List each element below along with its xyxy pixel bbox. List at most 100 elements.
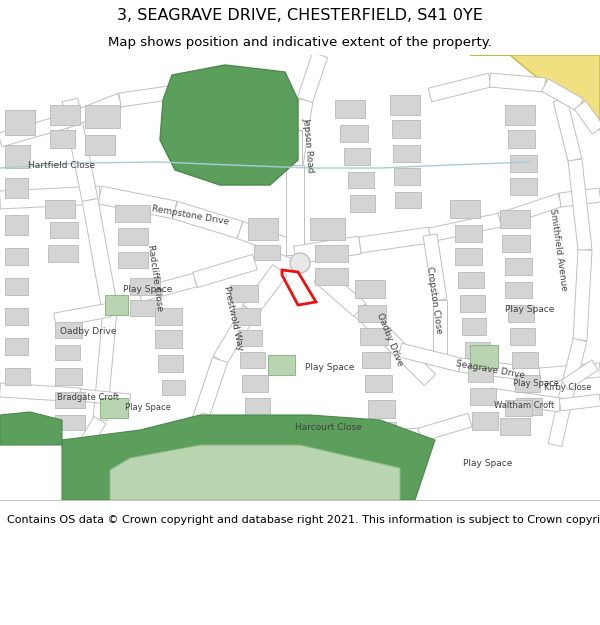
Polygon shape	[286, 165, 304, 255]
Polygon shape	[254, 245, 280, 260]
Polygon shape	[138, 273, 197, 302]
Polygon shape	[237, 221, 298, 259]
Polygon shape	[100, 398, 128, 418]
Polygon shape	[5, 248, 28, 265]
Text: Play Space: Play Space	[124, 286, 173, 294]
Polygon shape	[462, 318, 486, 335]
Text: Hartfield Close: Hartfield Close	[29, 161, 95, 169]
Polygon shape	[500, 418, 530, 435]
Polygon shape	[573, 249, 592, 341]
Polygon shape	[562, 360, 598, 390]
Polygon shape	[450, 200, 480, 218]
Text: Map shows position and indicative extent of the property.: Map shows position and indicative extent…	[108, 36, 492, 49]
Polygon shape	[548, 399, 572, 446]
Polygon shape	[79, 416, 106, 449]
Polygon shape	[368, 422, 396, 438]
Polygon shape	[505, 258, 532, 275]
Polygon shape	[558, 338, 587, 402]
Polygon shape	[85, 135, 115, 155]
Polygon shape	[110, 445, 400, 500]
Polygon shape	[398, 343, 461, 372]
Text: Play Space: Play Space	[513, 379, 559, 388]
Polygon shape	[5, 338, 28, 355]
Polygon shape	[287, 99, 313, 166]
Polygon shape	[55, 392, 85, 408]
Polygon shape	[310, 218, 345, 240]
Polygon shape	[187, 418, 208, 447]
Polygon shape	[505, 282, 532, 298]
Polygon shape	[470, 55, 600, 130]
Text: Jepson Road: Jepson Road	[301, 117, 315, 173]
Polygon shape	[193, 254, 257, 288]
Text: Play Space: Play Space	[463, 459, 512, 468]
Circle shape	[290, 253, 310, 273]
Polygon shape	[459, 358, 541, 382]
Polygon shape	[505, 105, 535, 125]
Polygon shape	[315, 245, 348, 262]
Text: Radcliffe Close: Radcliffe Close	[146, 244, 164, 312]
Text: Play Space: Play Space	[305, 364, 355, 372]
Polygon shape	[362, 352, 390, 368]
Polygon shape	[5, 308, 28, 325]
Polygon shape	[314, 268, 366, 317]
Polygon shape	[62, 98, 98, 202]
Polygon shape	[118, 228, 148, 245]
Text: Prestwold Way: Prestwold Way	[222, 285, 244, 351]
Polygon shape	[358, 305, 386, 322]
Polygon shape	[574, 101, 600, 134]
Polygon shape	[394, 168, 420, 185]
Text: Harcourt Close: Harcourt Close	[295, 424, 361, 432]
Polygon shape	[335, 100, 365, 118]
Polygon shape	[472, 412, 498, 430]
Text: Kirby Close: Kirby Close	[544, 384, 592, 392]
Polygon shape	[512, 352, 538, 368]
Polygon shape	[130, 300, 158, 316]
Polygon shape	[428, 73, 491, 102]
Polygon shape	[553, 98, 582, 162]
Polygon shape	[393, 145, 420, 162]
Polygon shape	[48, 245, 78, 262]
Polygon shape	[516, 398, 542, 415]
Polygon shape	[50, 222, 78, 238]
Polygon shape	[298, 52, 328, 102]
Polygon shape	[236, 94, 298, 136]
Polygon shape	[243, 264, 287, 316]
Polygon shape	[155, 308, 182, 325]
Polygon shape	[460, 295, 485, 312]
Polygon shape	[340, 125, 368, 142]
Polygon shape	[245, 398, 270, 415]
Polygon shape	[238, 330, 262, 346]
Polygon shape	[5, 215, 28, 235]
Polygon shape	[85, 105, 120, 128]
Text: Oadby Drive: Oadby Drive	[60, 328, 116, 336]
Polygon shape	[433, 300, 447, 355]
Polygon shape	[162, 380, 185, 395]
Polygon shape	[105, 295, 128, 315]
Polygon shape	[392, 120, 420, 138]
Polygon shape	[158, 355, 183, 372]
Polygon shape	[395, 192, 421, 208]
Polygon shape	[230, 285, 258, 302]
Polygon shape	[210, 65, 262, 100]
Polygon shape	[0, 383, 80, 402]
Text: Contains OS data © Crown copyright and database right 2021. This information is : Contains OS data © Crown copyright and d…	[7, 515, 600, 525]
Polygon shape	[45, 200, 75, 218]
Polygon shape	[542, 79, 583, 111]
Polygon shape	[455, 248, 482, 265]
Polygon shape	[510, 328, 535, 345]
Polygon shape	[55, 415, 85, 430]
Polygon shape	[498, 193, 562, 227]
Polygon shape	[490, 73, 545, 92]
Polygon shape	[5, 110, 35, 135]
Polygon shape	[5, 178, 28, 198]
Polygon shape	[539, 363, 600, 382]
Polygon shape	[344, 148, 370, 165]
Polygon shape	[199, 413, 271, 442]
Polygon shape	[355, 304, 406, 356]
Polygon shape	[468, 365, 493, 382]
Polygon shape	[359, 227, 431, 253]
Text: Rempstone Drive: Rempstone Drive	[151, 204, 229, 226]
Polygon shape	[242, 375, 268, 392]
Polygon shape	[559, 394, 600, 411]
Text: Oadby Drive: Oadby Drive	[375, 312, 405, 368]
